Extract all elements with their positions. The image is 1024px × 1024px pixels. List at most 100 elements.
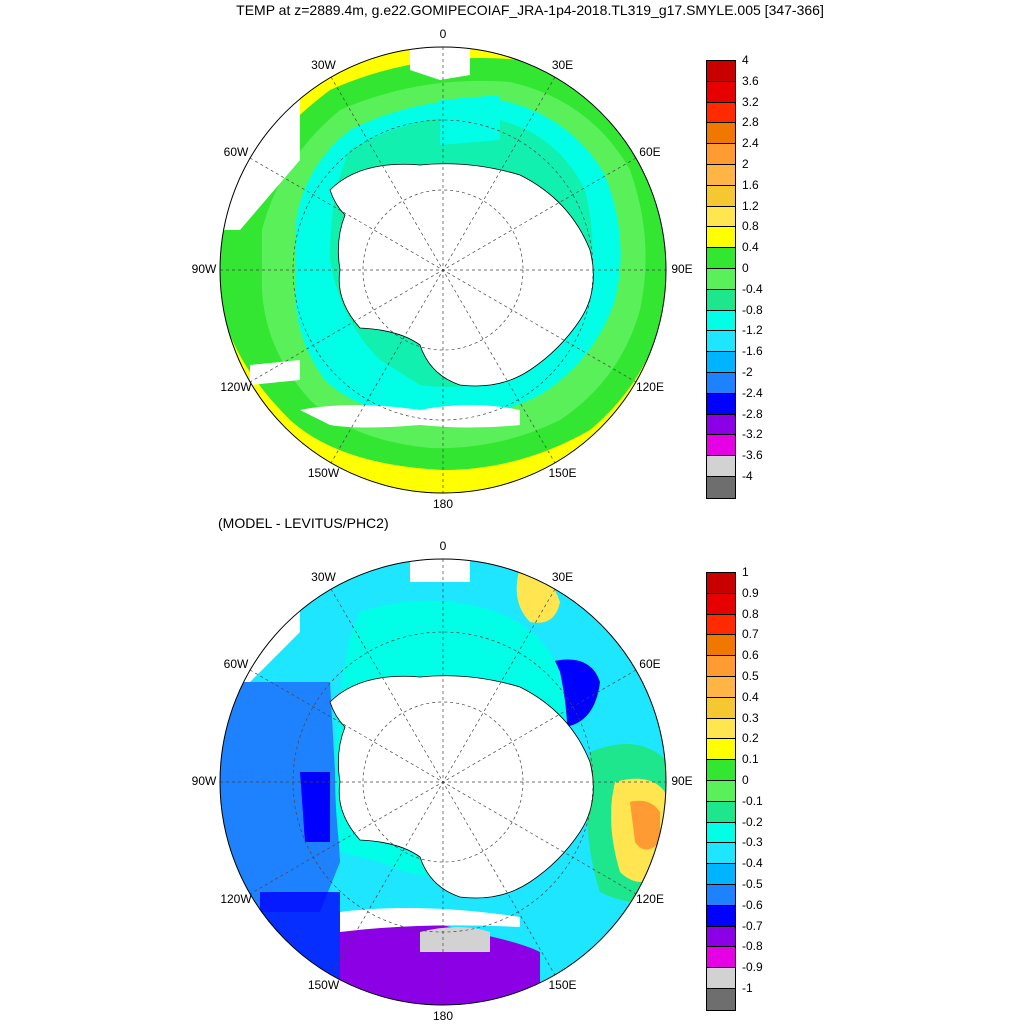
colorbar-label: -3.2 bbox=[742, 427, 763, 442]
bottom-map-boundary bbox=[219, 558, 667, 1006]
colorbar-swatch bbox=[707, 947, 735, 969]
colorbar-swatch bbox=[707, 61, 735, 82]
colorbar-swatch bbox=[707, 393, 735, 415]
colorbar-label: -0.5 bbox=[742, 877, 763, 891]
colorbar-label: 0.4 bbox=[742, 240, 759, 255]
colorbar-swatch bbox=[707, 476, 735, 498]
top-lon-label: 60E bbox=[639, 144, 661, 159]
colorbar-label: -2 bbox=[742, 365, 753, 379]
colorbar-swatch bbox=[707, 268, 735, 290]
colorbar-swatch bbox=[707, 988, 735, 1010]
colorbar-swatch bbox=[707, 289, 735, 311]
top-colorbar bbox=[706, 60, 736, 499]
bottom-lon-label: 120W bbox=[220, 891, 252, 906]
bottom-lon-label: 30E bbox=[551, 570, 574, 585]
colorbar-swatch bbox=[707, 372, 735, 394]
colorbar-label: 0 bbox=[742, 773, 749, 787]
colorbar-label: 0.5 bbox=[742, 669, 759, 683]
top-lon-label: 90E bbox=[671, 262, 693, 276]
colorbar-label: -0.2 bbox=[742, 814, 763, 829]
colorbar-swatch bbox=[707, 310, 735, 332]
colorbar-swatch bbox=[707, 352, 735, 373]
colorbar-label: 1.6 bbox=[742, 177, 759, 192]
top-lon-label: 30E bbox=[551, 58, 574, 73]
colorbar-swatch bbox=[707, 739, 735, 761]
figure-title: TEMP at z=2889.4m, g.e22.GOMIPECOIAF_JRA… bbox=[236, 2, 824, 18]
colorbar-label: -0.4 bbox=[742, 856, 763, 871]
colorbar-label: 1.2 bbox=[742, 198, 759, 213]
colorbar-swatch bbox=[707, 123, 735, 145]
colorbar-label: -0.6 bbox=[742, 897, 763, 912]
bottom-lon-label: 60W bbox=[223, 656, 249, 671]
colorbar-swatch bbox=[707, 822, 735, 844]
colorbar-swatch bbox=[707, 102, 735, 124]
colorbar-label: 0.6 bbox=[742, 648, 759, 663]
colorbar-swatch bbox=[707, 456, 735, 477]
colorbar-label: -2.4 bbox=[742, 385, 763, 400]
colorbar-label: 2.4 bbox=[742, 136, 759, 151]
colorbar-swatch bbox=[707, 884, 735, 906]
colorbar-swatch bbox=[707, 718, 735, 740]
colorbar-label: 0.7 bbox=[742, 627, 759, 642]
colorbar-label: -0.8 bbox=[742, 302, 763, 317]
bottom-colorbar bbox=[706, 572, 736, 1011]
bottom-lon-label: 90E bbox=[671, 774, 693, 788]
bottom-lon-label: 90W bbox=[191, 774, 217, 788]
bottom-lon-label: 0 bbox=[439, 539, 447, 553]
colorbar-label: -0.1 bbox=[742, 793, 763, 808]
top-lon-label: 30W bbox=[311, 58, 336, 73]
colorbar-label: 0.3 bbox=[742, 710, 759, 725]
top-graticule bbox=[220, 47, 666, 493]
top-lon-label: 180 bbox=[432, 497, 454, 511]
top-lon-label: 90W bbox=[191, 262, 217, 276]
colorbar-label: -0.8 bbox=[742, 939, 763, 954]
top-map-boundary bbox=[219, 46, 667, 494]
colorbar-swatch bbox=[707, 248, 735, 269]
bottom-lon-label: 150E bbox=[548, 977, 577, 992]
bottom-lon-label: 150W bbox=[307, 977, 340, 992]
colorbar-label: -4 bbox=[742, 469, 753, 483]
colorbar-swatch bbox=[707, 164, 735, 186]
top-lon-label: 120W bbox=[220, 379, 252, 394]
colorbar-swatch bbox=[707, 614, 735, 636]
colorbar-label: -0.3 bbox=[742, 835, 763, 850]
top-lon-label: 150W bbox=[307, 465, 340, 480]
colorbar-swatch bbox=[707, 801, 735, 823]
colorbar-label: 2 bbox=[742, 157, 749, 171]
colorbar-label: -1.2 bbox=[742, 323, 763, 338]
colorbar-swatch bbox=[707, 593, 735, 615]
colorbar-label: 3.2 bbox=[742, 94, 759, 109]
colorbar-label: 0.9 bbox=[742, 585, 759, 600]
colorbar-swatch bbox=[707, 905, 735, 927]
top-lon-label: 60W bbox=[223, 144, 249, 159]
top-lon-label: 150E bbox=[548, 465, 577, 480]
colorbar-label: -3.6 bbox=[742, 448, 763, 463]
colorbar-swatch bbox=[707, 185, 735, 207]
difference-subtitle: (MODEL - LEVITUS/PHC2) bbox=[218, 515, 389, 531]
colorbar-swatch bbox=[707, 331, 735, 353]
colorbar-swatch bbox=[707, 676, 735, 698]
colorbar-label: -1.6 bbox=[742, 344, 763, 359]
colorbar-label: -1 bbox=[742, 981, 753, 995]
colorbar-swatch bbox=[707, 635, 735, 657]
colorbar-label: 0.2 bbox=[742, 731, 759, 746]
top-lon-label: 120E bbox=[635, 379, 664, 394]
colorbar-label: 4 bbox=[742, 53, 749, 67]
colorbar-swatch bbox=[707, 144, 735, 165]
colorbar-label: 0.4 bbox=[742, 689, 759, 704]
colorbar-label: -0.7 bbox=[742, 918, 763, 933]
top-map bbox=[219, 46, 667, 494]
colorbar-label: -2.8 bbox=[742, 406, 763, 421]
bottom-lon-label: 60E bbox=[639, 656, 661, 671]
colorbar-label: 2.8 bbox=[742, 115, 759, 130]
colorbar-swatch bbox=[707, 864, 735, 885]
colorbar-label: 1 bbox=[742, 565, 749, 579]
colorbar-swatch bbox=[707, 968, 735, 989]
colorbar-swatch bbox=[707, 435, 735, 457]
colorbar-swatch bbox=[707, 573, 735, 594]
colorbar-swatch bbox=[707, 414, 735, 436]
colorbar-swatch bbox=[707, 843, 735, 865]
colorbar-label: 3.6 bbox=[742, 73, 759, 88]
bottom-map bbox=[219, 558, 667, 1006]
colorbar-label: 0.1 bbox=[742, 752, 759, 767]
